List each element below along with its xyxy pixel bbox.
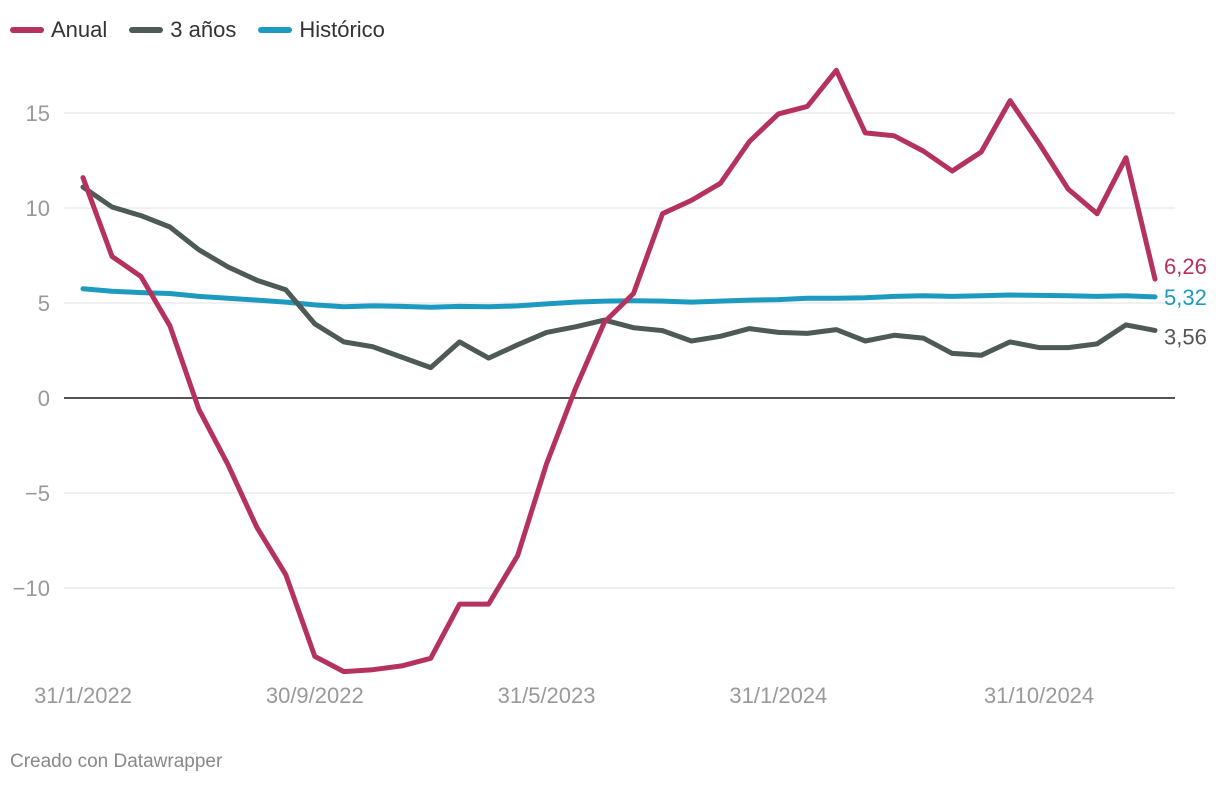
legend-label-anual: Anual [51,17,108,42]
end-label-historico: 5,32 [1164,285,1207,310]
series-line-anual [80,67,1158,675]
y-tick-label: 10 [26,196,50,221]
y-tick-label: 15 [26,101,50,126]
legend-swatch-anual [10,27,44,33]
y-tick-label: 5 [38,291,50,316]
x-tick-label: 31/1/2024 [729,683,827,708]
x-tick-label: 31/5/2023 [498,683,596,708]
x-tick-label: 30/9/2022 [266,683,364,708]
legend-swatch-historico [258,27,293,33]
footer-credit: Creado con Datawrapper [10,751,223,772]
end-label-anual: 6,26 [1164,254,1207,279]
legend-label-historico: Histórico [299,17,385,42]
y-tick-label: 0 [38,386,50,411]
legend-item-historico[interactable]: Histórico [258,17,385,43]
x-tick-label: 31/10/2024 [984,683,1094,708]
legend-label-3-anos: 3 años [170,17,237,42]
legend-swatch-3-anos [129,27,164,33]
y-tick-label: −5 [25,481,50,506]
series-line-3-anos [80,184,1158,371]
series-line-historico [80,286,1158,310]
x-tick-label: 31/1/2022 [34,683,132,708]
end-label-3-anos: 3,56 [1164,324,1207,349]
y-tick-label: −10 [13,576,50,601]
chart-legend: Anual 3 años Histórico [10,14,385,46]
legend-item-3-anos[interactable]: 3 años [129,17,236,43]
legend-item-anual[interactable]: Anual [10,17,107,43]
